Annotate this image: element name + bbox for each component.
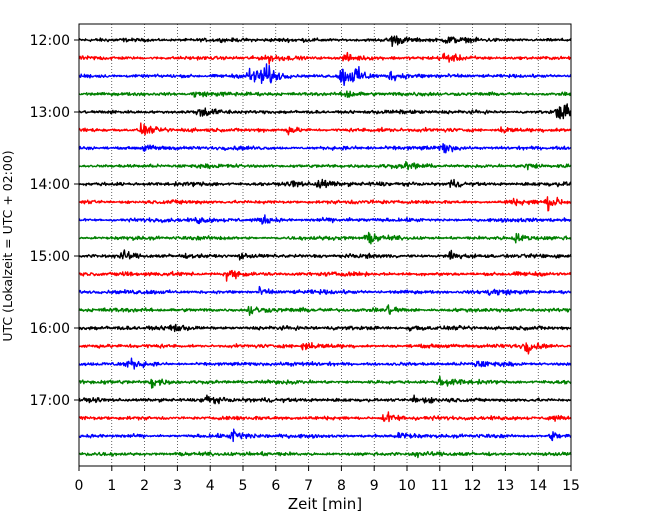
x-tick-label: 11 (431, 478, 449, 494)
y-tick-label: 13:00 (30, 105, 70, 121)
trace-1200 (78, 35, 572, 47)
x-tick-label: 13 (496, 478, 514, 494)
trace-1245 (78, 90, 572, 98)
x-tick-label: 1 (107, 478, 116, 494)
trace-1430 (78, 214, 572, 225)
trace-1715 (78, 411, 572, 423)
x-tick-label: 6 (271, 478, 280, 494)
trace-1530 (78, 285, 572, 296)
x-tick-label: 4 (206, 478, 215, 494)
y-axis-ticks: 12:00 13:00 14:00 15:00 16:00 17:00 (30, 33, 79, 409)
y-tick-label: 12:00 (30, 33, 70, 49)
trace-1630 (78, 357, 572, 370)
seismic-traces (78, 35, 572, 459)
x-tick-label: 0 (75, 478, 84, 494)
x-tick-label: 14 (529, 478, 547, 494)
trace-1730 (78, 428, 572, 443)
trace-1415 (78, 196, 572, 212)
x-axis-label: Zeit [min] (288, 495, 362, 513)
y-tick-label: 15:00 (30, 249, 70, 265)
trace-1545 (78, 304, 572, 316)
trace-1215 (78, 51, 572, 65)
y-tick-label: 16:00 (30, 321, 70, 337)
trace-1500 (78, 249, 572, 261)
y-tick-label: 17:00 (30, 393, 70, 409)
trace-1645 (78, 375, 572, 389)
x-tick-label: 10 (398, 478, 416, 494)
trace-1315 (78, 122, 572, 136)
plot-frame (78, 23, 572, 467)
x-tick-label: 8 (337, 478, 346, 494)
trace-1745 (78, 450, 572, 459)
trace-1615 (78, 342, 572, 355)
x-tick-label: 7 (304, 478, 313, 494)
x-tick-label: 3 (173, 478, 182, 494)
x-tick-label: 2 (140, 478, 149, 494)
x-tick-label: 9 (370, 478, 379, 494)
trace-1230 (78, 63, 572, 86)
x-axis-ticks: 0 1 2 3 4 5 6 7 8 9 10 11 12 13 14 15 (75, 466, 580, 494)
trace-1445 (78, 231, 572, 245)
trace-1700 (78, 394, 572, 405)
trace-1515 (78, 269, 572, 282)
y-axis-label: UTC (Lokalzeit = UTC + 02:00) (0, 150, 15, 341)
x-tick-label: 5 (239, 478, 248, 494)
trace-1330 (78, 143, 572, 154)
y-tick-label: 14:00 (30, 177, 70, 193)
trace-1345 (78, 160, 572, 171)
x-tick-label: 12 (464, 478, 482, 494)
x-tick-label: 15 (562, 478, 580, 494)
trace-1400 (78, 178, 572, 189)
trace-1600 (78, 323, 572, 333)
trace-1300 (78, 103, 572, 120)
